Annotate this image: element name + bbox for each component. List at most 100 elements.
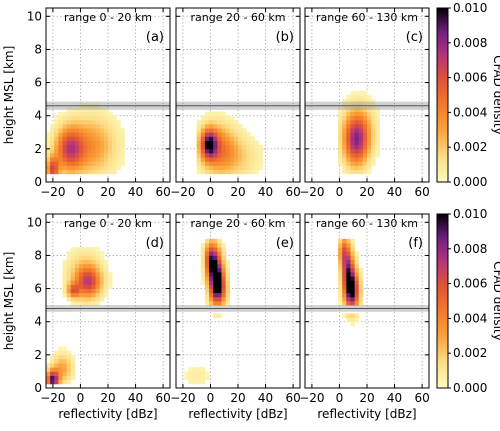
heatmap-cell bbox=[66, 354, 72, 360]
heatmap-cell bbox=[74, 148, 80, 154]
heatmap-cell bbox=[99, 148, 105, 154]
heatmap-cell bbox=[91, 111, 96, 117]
heatmap-cell bbox=[196, 153, 202, 158]
colorbar-tick-label: 0.000 bbox=[453, 381, 487, 395]
heatmap-cell bbox=[66, 132, 72, 137]
heatmap-cell bbox=[103, 292, 109, 298]
heatmap-cell bbox=[70, 140, 76, 146]
heatmap-cell bbox=[225, 259, 231, 265]
heatmap-cell bbox=[213, 255, 218, 260]
heatmap-cell bbox=[209, 243, 214, 248]
heatmap-cell bbox=[362, 157, 368, 162]
heatmap-cell bbox=[116, 124, 121, 129]
x-tick-label: 60 bbox=[285, 185, 300, 199]
heatmap-cell bbox=[242, 161, 247, 166]
heatmap-cell bbox=[62, 292, 68, 298]
heatmap-cell bbox=[358, 280, 364, 285]
y-tick-label: 0 bbox=[34, 381, 42, 395]
heatmap-cell bbox=[50, 128, 55, 133]
heatmap-cell bbox=[358, 296, 364, 302]
x-tick-label: 60 bbox=[155, 185, 170, 199]
x-tick-label: 0 bbox=[77, 391, 85, 405]
heatmap-cell bbox=[50, 371, 55, 376]
heatmap-cell bbox=[362, 169, 368, 175]
heatmap-cell bbox=[362, 107, 368, 112]
heatmap-cell bbox=[350, 132, 355, 137]
x-tick-label: 20 bbox=[359, 185, 374, 199]
heatmap-cell bbox=[112, 161, 117, 166]
heatmap-cell bbox=[346, 161, 351, 166]
heatmap-cell bbox=[221, 259, 226, 265]
heatmap-cell bbox=[70, 263, 76, 269]
panel-title: range 0 - 20 km bbox=[64, 217, 152, 230]
heatmap-cell bbox=[95, 119, 101, 125]
heatmap-cell bbox=[367, 132, 372, 137]
heatmap-cell bbox=[342, 255, 347, 260]
heatmap-cell bbox=[209, 132, 214, 137]
heatmap-cell bbox=[242, 140, 247, 146]
heatmap-cell bbox=[204, 119, 210, 125]
heatmap-cell bbox=[58, 128, 63, 133]
heatmap-cell bbox=[346, 99, 351, 104]
heatmap-cell bbox=[375, 119, 380, 125]
heatmap-cell bbox=[103, 136, 109, 141]
heatmap-cell bbox=[70, 284, 76, 289]
heatmap-cell bbox=[87, 263, 92, 269]
heatmap-cell bbox=[217, 140, 222, 146]
heatmap-cell bbox=[74, 169, 80, 175]
heatmap-cell bbox=[99, 169, 105, 175]
heatmap-cell bbox=[209, 161, 214, 166]
colorbar-gradient bbox=[436, 7, 449, 183]
heatmap-cell bbox=[120, 128, 125, 133]
heatmap-cell bbox=[79, 115, 84, 121]
heatmap-cell bbox=[116, 161, 121, 166]
heatmap-cell bbox=[225, 140, 231, 146]
colorbar: 0.000 0.002 0.004 0.006 0.008 0.010 CFAD densi… bbox=[436, 1, 500, 189]
heatmap-cell bbox=[87, 111, 92, 117]
heatmap-cell bbox=[87, 157, 92, 162]
heatmap-cell bbox=[229, 157, 235, 162]
heatmap-cell bbox=[362, 153, 368, 158]
heatmap-cell bbox=[204, 251, 210, 256]
heatmap-cell bbox=[66, 157, 72, 162]
heatmap-cell bbox=[79, 259, 84, 265]
heatmap-cell bbox=[354, 169, 360, 175]
x-tick-label: 40 bbox=[128, 391, 143, 405]
heatmap-cell bbox=[79, 263, 84, 269]
heatmap-cell bbox=[354, 90, 360, 96]
heatmap-cell bbox=[87, 296, 92, 302]
heatmap-cell bbox=[54, 115, 59, 121]
heatmap-cell bbox=[338, 263, 343, 269]
heatmap-cell bbox=[338, 111, 343, 117]
heatmap-cell bbox=[95, 124, 101, 129]
heatmap-cell bbox=[338, 238, 343, 244]
panel-title: range 20 - 60 km bbox=[190, 11, 285, 24]
heatmap-cell bbox=[346, 284, 351, 289]
heatmap-cell bbox=[217, 267, 222, 273]
heatmap-cell bbox=[66, 272, 72, 277]
heatmap-cell bbox=[200, 161, 206, 166]
heatmap-cell bbox=[200, 251, 206, 256]
heatmap-cell bbox=[204, 301, 210, 306]
heatmap-cell bbox=[87, 255, 92, 260]
heatmap-cell bbox=[50, 169, 55, 175]
heatmap-cell bbox=[99, 259, 105, 265]
heatmap-cell bbox=[99, 157, 105, 162]
heatmap-cell bbox=[70, 354, 76, 360]
heatmap-cell bbox=[103, 124, 109, 129]
heatmap-cell bbox=[74, 153, 80, 158]
heatmap-cell bbox=[233, 153, 239, 158]
heatmap-cell bbox=[350, 255, 355, 260]
heatmap-cell bbox=[91, 157, 96, 162]
heatmap-cell bbox=[354, 288, 360, 294]
heatmap-cell bbox=[342, 288, 347, 294]
heatmap-cell bbox=[83, 259, 88, 265]
heatmap-cell bbox=[338, 255, 343, 260]
heatmap-cell bbox=[346, 115, 351, 121]
heatmap-cell bbox=[213, 292, 218, 298]
heatmap-cell bbox=[238, 161, 243, 166]
heatmap-cell bbox=[108, 169, 113, 175]
heatmap-cell bbox=[221, 124, 226, 129]
heatmap-cell bbox=[54, 165, 59, 170]
heatmap-cell bbox=[54, 354, 59, 360]
